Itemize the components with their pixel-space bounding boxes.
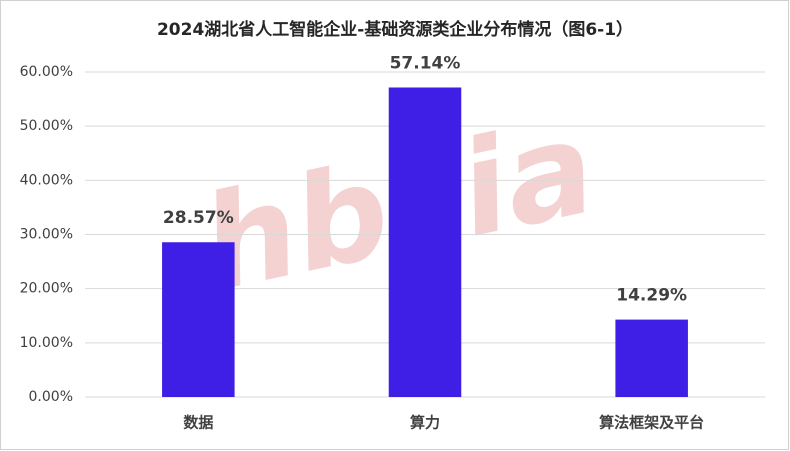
bar <box>162 242 235 397</box>
y-tick-label: 50.00% <box>20 118 73 134</box>
bar <box>388 87 462 397</box>
data-label: 28.57% <box>163 208 234 228</box>
y-tick-label: 0.00% <box>29 389 73 405</box>
chart-title: 2024湖北省人工智能企业-基础资源类企业分布情况（图6-1） <box>157 19 633 40</box>
y-tick-label: 20.00% <box>20 281 73 297</box>
y-tick-label: 10.00% <box>20 335 73 351</box>
y-tick-label: 30.00% <box>20 227 73 243</box>
data-label: 57.14% <box>390 53 461 73</box>
x-tick-label: 数据 <box>183 414 213 432</box>
x-tick-label: 算力 <box>410 414 440 432</box>
data-label: 14.29% <box>616 286 687 306</box>
bar <box>615 319 688 397</box>
x-tick-label: 算法框架及平台 <box>599 414 704 432</box>
y-tick-label: 40.00% <box>20 172 73 188</box>
y-tick-label: 60.00% <box>20 64 73 80</box>
